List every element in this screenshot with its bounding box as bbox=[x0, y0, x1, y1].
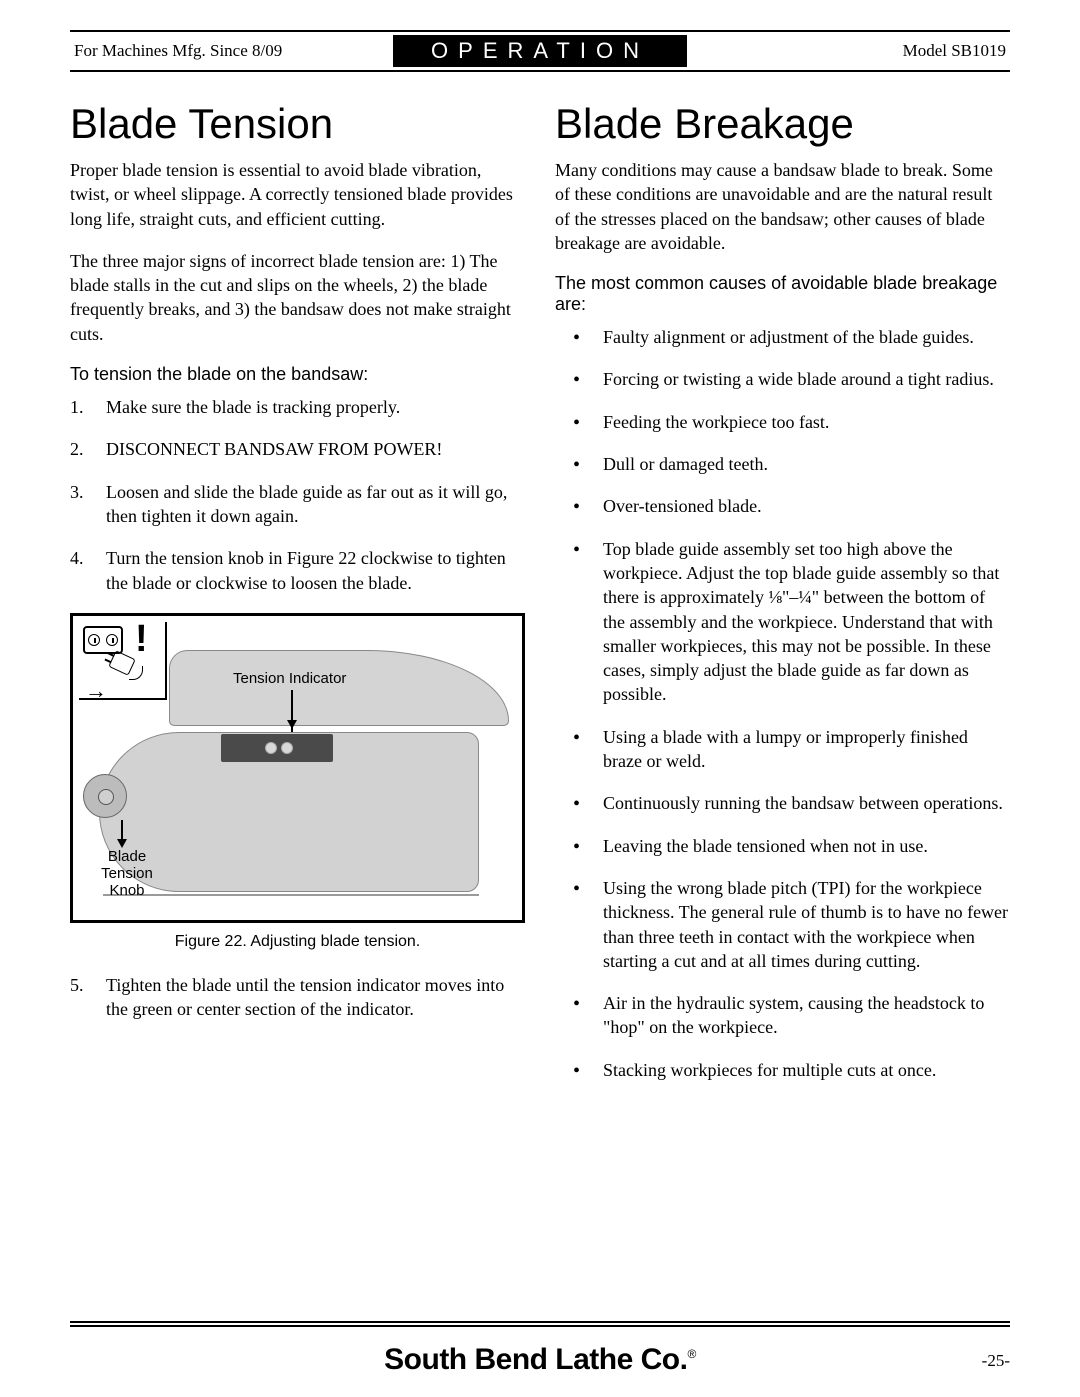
step-item: Turn the tension knob in Figure 22 clock… bbox=[70, 546, 525, 595]
content-columns: Blade Tension Proper blade tension is es… bbox=[70, 100, 1010, 1100]
right-column: Blade Breakage Many conditions may cause… bbox=[555, 100, 1010, 1100]
footer-rule bbox=[70, 1321, 1010, 1327]
list-item: Faulty alignment or adjustment of the bl… bbox=[555, 325, 1010, 349]
pointer-icon bbox=[291, 690, 293, 732]
pointer-icon bbox=[121, 820, 123, 846]
breakage-intro: Many conditions may cause a bandsaw blad… bbox=[555, 158, 1010, 255]
tension-steps-cont: Tighten the blade until the tension indi… bbox=[70, 973, 525, 1022]
tension-steps: Make sure the blade is tracking properly… bbox=[70, 395, 525, 595]
saw-arm-shape bbox=[169, 650, 509, 726]
list-item: Using the wrong blade pitch (TPI) for th… bbox=[555, 876, 1010, 973]
label-tension-indicator: Tension Indicator bbox=[233, 670, 346, 687]
figure-22: → ! Tension Indicator Blade Tension Knob bbox=[70, 613, 525, 923]
header-left: For Machines Mfg. Since 8/09 bbox=[70, 41, 393, 61]
list-item: Forcing or twisting a wide blade around … bbox=[555, 367, 1010, 391]
brand-logo: South Bend Lathe Co.® bbox=[70, 1343, 1010, 1377]
tension-knob-shape bbox=[83, 774, 127, 818]
page-number: -25- bbox=[982, 1351, 1010, 1371]
figure-caption: Figure 22. Adjusting blade tension. bbox=[70, 933, 525, 951]
step-item: Make sure the blade is tracking properly… bbox=[70, 395, 525, 419]
header-model: Model SB1019 bbox=[687, 41, 1010, 61]
list-item: Continuously running the bandsaw between… bbox=[555, 791, 1010, 815]
list-item: Using a blade with a lumpy or improperly… bbox=[555, 725, 1010, 774]
step-item: Tighten the blade until the tension indi… bbox=[70, 973, 525, 1022]
step-item: DISCONNECT BANDSAW FROM POWER! bbox=[70, 437, 525, 461]
outlet-icon bbox=[83, 626, 123, 654]
page-header: For Machines Mfg. Since 8/09 OPERATION M… bbox=[70, 30, 1010, 72]
tension-intro-1: Proper blade tension is essential to avo… bbox=[70, 158, 525, 231]
breakage-subhead: The most common causes of avoidable blad… bbox=[555, 273, 1010, 315]
list-item: Over-tensioned blade. bbox=[555, 494, 1010, 518]
page-footer: South Bend Lathe Co.® -25- bbox=[70, 1343, 1010, 1377]
tension-intro-2: The three major signs of incorrect blade… bbox=[70, 249, 525, 346]
heading-blade-tension: Blade Tension bbox=[70, 100, 525, 148]
list-item: Stacking workpieces for multiple cuts at… bbox=[555, 1058, 1010, 1082]
list-item: Top blade guide assembly set too high ab… bbox=[555, 537, 1010, 707]
heading-blade-breakage: Blade Breakage bbox=[555, 100, 1010, 148]
figure-divider bbox=[79, 698, 167, 700]
unplug-arrow-icon: → bbox=[85, 678, 107, 704]
list-item: Leaving the blade tensioned when not in … bbox=[555, 834, 1010, 858]
label-tension-knob: Blade Tension Knob bbox=[97, 848, 157, 900]
tension-subhead: To tension the blade on the bandsaw: bbox=[70, 364, 525, 385]
warning-icon: ! bbox=[135, 618, 148, 661]
figure-divider bbox=[165, 622, 167, 698]
list-item: Air in the hydraulic system, causing the… bbox=[555, 991, 1010, 1040]
step-item: Loosen and slide the blade guide as far … bbox=[70, 480, 525, 529]
list-item: Dull or damaged teeth. bbox=[555, 452, 1010, 476]
tension-indicator-shape bbox=[221, 734, 333, 762]
base-line bbox=[103, 894, 479, 896]
header-section-label: OPERATION bbox=[393, 35, 687, 67]
breakage-list: Faulty alignment or adjustment of the bl… bbox=[555, 325, 1010, 1082]
list-item: Feeding the workpiece too fast. bbox=[555, 410, 1010, 434]
left-column: Blade Tension Proper blade tension is es… bbox=[70, 100, 525, 1100]
cord-icon bbox=[129, 666, 143, 680]
